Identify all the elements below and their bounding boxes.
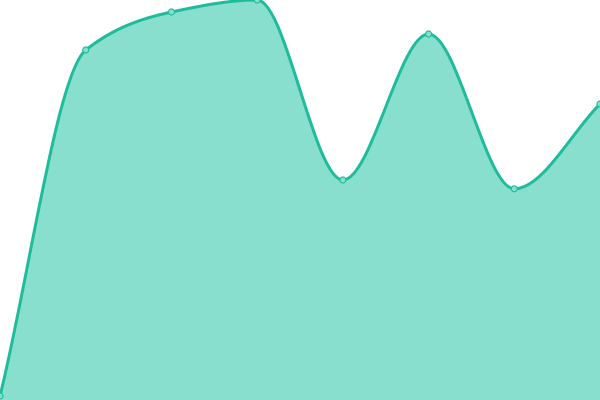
data-point-5 xyxy=(424,30,433,38)
data-point-0 xyxy=(0,392,4,400)
data-point-3 xyxy=(253,0,261,4)
data-point-2 xyxy=(167,8,176,16)
data-point-7 xyxy=(596,100,600,108)
data-point-6 xyxy=(510,185,518,193)
data-point-4 xyxy=(339,176,347,184)
data-point-1 xyxy=(82,46,90,54)
